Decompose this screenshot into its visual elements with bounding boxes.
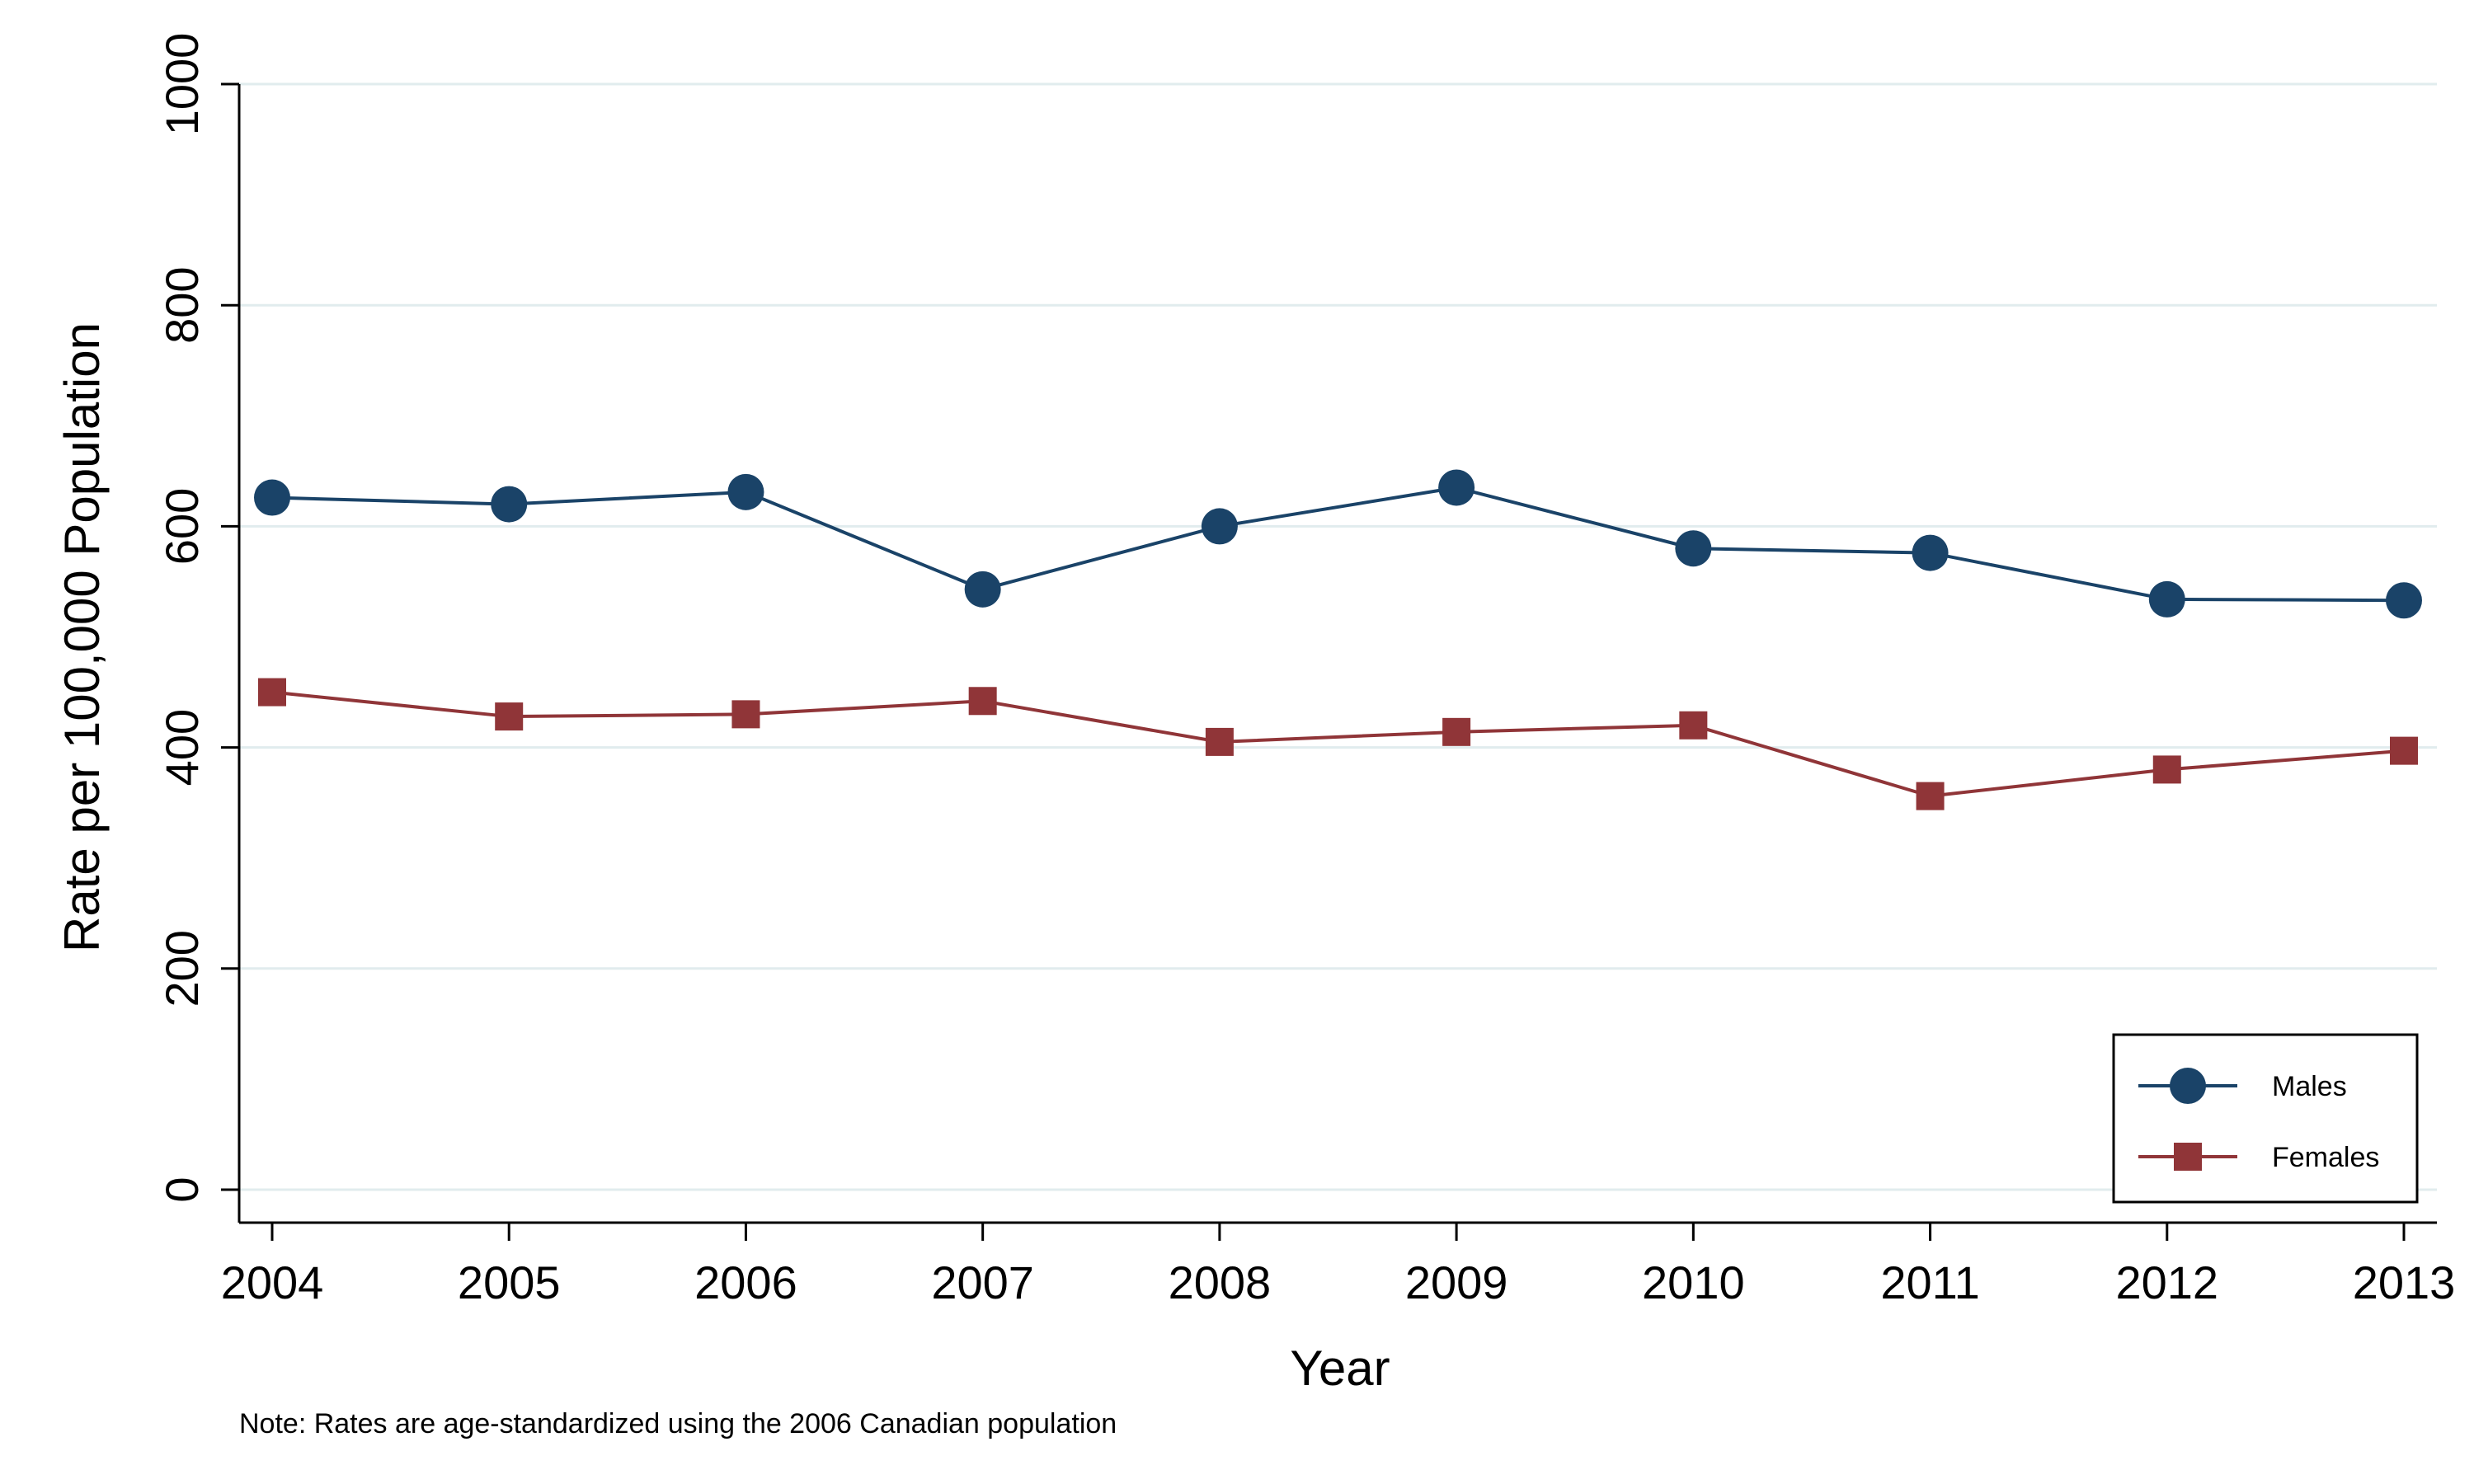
- x-tick-label: 2011: [1880, 1256, 1979, 1308]
- legend-females-label: Females: [2272, 1142, 2379, 1173]
- females-data-point: [495, 702, 524, 731]
- females-series-line: [271, 690, 2405, 798]
- males-data-point: [2148, 580, 2185, 618]
- males-data-point: [1912, 534, 1949, 571]
- x-tick-label: 2013: [2353, 1256, 2456, 1308]
- y-tick-label: 200: [156, 930, 208, 1007]
- females-data-point: [968, 687, 997, 716]
- males-data-point: [491, 486, 528, 523]
- females-data-point: [1679, 711, 1708, 740]
- legend: Males Females: [2112, 1033, 2419, 1204]
- males-data-point: [964, 571, 1001, 608]
- y-axis-title: Rate per 100,000 Population: [54, 322, 110, 952]
- x-tick-label: 2008: [1169, 1256, 1272, 1308]
- males-data-point: [1438, 469, 1475, 506]
- males-data-point: [2386, 582, 2422, 619]
- y-tick-label: 400: [156, 709, 208, 786]
- x-tick-label: 2009: [1405, 1256, 1508, 1308]
- legend-box: [2112, 1033, 2419, 1204]
- gridlines: [239, 82, 2437, 1191]
- series: [254, 469, 2422, 810]
- legend-females-marker: [2174, 1143, 2202, 1171]
- males-data-point: [727, 473, 764, 510]
- males-data-point: [1201, 508, 1238, 545]
- y-tick-label: 800: [156, 266, 208, 343]
- y-tick-label: 1000: [156, 33, 208, 136]
- x-tick-label: 2010: [1642, 1256, 1745, 1308]
- x-tick-label: 2004: [221, 1256, 324, 1308]
- y-tick-label: 0: [156, 1176, 208, 1202]
- females-data-point: [1205, 727, 1234, 756]
- footnote: Note: Rates are age-standardized using t…: [239, 1408, 1117, 1439]
- y-tick-label: 600: [156, 488, 208, 565]
- females-data-point: [2390, 736, 2418, 765]
- females-data-point: [1442, 717, 1471, 746]
- females-data-point: [1916, 782, 1945, 810]
- x-tick-label: 2006: [694, 1256, 797, 1308]
- females-data-point: [258, 678, 286, 707]
- males-series-line: [271, 486, 2405, 603]
- females-data-point: [2152, 755, 2181, 784]
- legend-males-marker: [2170, 1068, 2206, 1104]
- x-tick-label: 2005: [458, 1256, 561, 1308]
- x-axis-title: Year: [1290, 1341, 1390, 1396]
- males-data-point: [1675, 530, 1712, 567]
- females-data-point: [731, 700, 760, 729]
- legend-males-label: Males: [2272, 1071, 2347, 1102]
- axes: 0 200 400 600 800 1000 2004 2005 2006 2007 2008 200…: [156, 33, 2455, 1308]
- x-tick-label: 2012: [2115, 1256, 2218, 1308]
- males-data-point: [254, 479, 290, 516]
- x-tick-label: 2007: [931, 1256, 1034, 1308]
